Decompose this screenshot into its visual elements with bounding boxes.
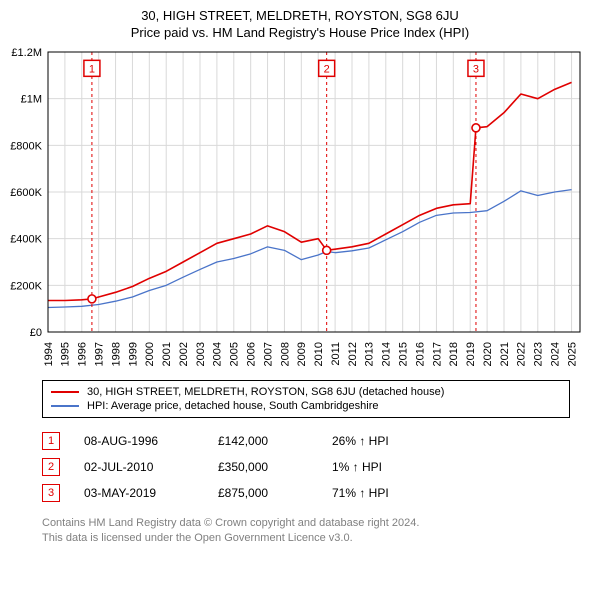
svg-text:2010: 2010: [313, 342, 325, 366]
legend-swatch: [51, 391, 79, 393]
sale-date: 08-AUG-1996: [84, 434, 194, 448]
sale-delta: 26% ↑ HPI: [332, 434, 422, 448]
sale-marker-icon: 1: [42, 432, 60, 450]
svg-text:2025: 2025: [566, 342, 578, 366]
svg-text:2000: 2000: [144, 342, 156, 366]
svg-text:£600K: £600K: [10, 187, 42, 199]
chart-titles: 30, HIGH STREET, MELDRETH, ROYSTON, SG8 …: [0, 0, 600, 44]
chart-subtitle: Price paid vs. HM Land Registry's House …: [0, 25, 600, 40]
svg-text:2020: 2020: [482, 342, 494, 366]
svg-text:£1M: £1M: [21, 94, 42, 106]
svg-text:2009: 2009: [296, 342, 308, 366]
svg-text:2008: 2008: [279, 342, 291, 366]
footer-line-2: This data is licensed under the Open Gov…: [42, 531, 570, 546]
svg-text:£200K: £200K: [10, 280, 42, 292]
legend-swatch: [51, 405, 79, 407]
svg-text:1994: 1994: [43, 342, 55, 366]
svg-text:2018: 2018: [448, 342, 460, 366]
legend-label: HPI: Average price, detached house, Sout…: [87, 400, 378, 412]
legend-label: 30, HIGH STREET, MELDRETH, ROYSTON, SG8 …: [87, 386, 444, 398]
svg-text:£0: £0: [30, 327, 42, 339]
legend-item: 30, HIGH STREET, MELDRETH, ROYSTON, SG8 …: [51, 385, 561, 399]
footer-line-1: Contains HM Land Registry data © Crown c…: [42, 516, 570, 531]
svg-text:2005: 2005: [229, 342, 241, 366]
svg-text:2021: 2021: [499, 342, 511, 366]
chart-container: { "title": "30, HIGH STREET, MELDRETH, R…: [0, 0, 600, 546]
svg-text:2003: 2003: [195, 342, 207, 366]
svg-text:1998: 1998: [110, 342, 122, 366]
sales-table: 1 08-AUG-1996 £142,000 26% ↑ HPI 2 02-JUL-201…: [42, 428, 570, 506]
sale-date: 03-MAY-2019: [84, 486, 194, 500]
svg-text:1997: 1997: [94, 342, 106, 366]
chart-legend: 30, HIGH STREET, MELDRETH, ROYSTON, SG8 …: [42, 380, 570, 418]
svg-text:2016: 2016: [414, 342, 426, 366]
svg-text:3: 3: [473, 63, 479, 75]
svg-text:2014: 2014: [381, 342, 393, 366]
svg-text:2002: 2002: [178, 342, 190, 366]
legend-item: HPI: Average price, detached house, Sout…: [51, 399, 561, 413]
svg-text:2006: 2006: [246, 342, 258, 366]
svg-text:1995: 1995: [60, 342, 72, 366]
svg-text:2017: 2017: [431, 342, 443, 366]
sale-price: £142,000: [218, 434, 308, 448]
svg-text:2015: 2015: [398, 342, 410, 366]
svg-text:2004: 2004: [212, 342, 224, 366]
line-chart-svg: £0 £200K £400K £600K £800K £1M £1.2M 1994 1995 19…: [0, 44, 600, 374]
svg-text:£400K: £400K: [10, 234, 42, 246]
svg-text:£1.2M: £1.2M: [11, 47, 42, 59]
sale-date: 02-JUL-2010: [84, 460, 194, 474]
chart-plot-area: £0 £200K £400K £600K £800K £1M £1.2M 1994 1995 19…: [0, 44, 600, 374]
svg-text:2011: 2011: [330, 342, 342, 366]
sale-row: 3 03-MAY-2019 £875,000 71% ↑ HPI: [42, 480, 570, 506]
svg-text:2: 2: [324, 63, 330, 75]
sale-marker-icon: 3: [42, 484, 60, 502]
svg-text:1999: 1999: [127, 342, 139, 366]
sale-price: £875,000: [218, 486, 308, 500]
svg-text:1: 1: [89, 63, 95, 75]
chart-title: 30, HIGH STREET, MELDRETH, ROYSTON, SG8 …: [0, 8, 600, 23]
sale-row: 1 08-AUG-1996 £142,000 26% ↑ HPI: [42, 428, 570, 454]
sale-delta: 71% ↑ HPI: [332, 486, 422, 500]
sale-marker-icon: 2: [42, 458, 60, 476]
svg-text:2012: 2012: [347, 342, 359, 366]
svg-text:2022: 2022: [516, 342, 528, 366]
svg-text:2007: 2007: [262, 342, 274, 366]
svg-text:2001: 2001: [161, 342, 173, 366]
sale-delta: 1% ↑ HPI: [332, 460, 422, 474]
svg-text:2023: 2023: [533, 342, 545, 366]
svg-text:£800K: £800K: [10, 140, 42, 152]
sale-price: £350,000: [218, 460, 308, 474]
svg-text:2019: 2019: [465, 342, 477, 366]
svg-text:2024: 2024: [550, 342, 562, 366]
sale-row: 2 02-JUL-2010 £350,000 1% ↑ HPI: [42, 454, 570, 480]
svg-text:2013: 2013: [364, 342, 376, 366]
chart-footer: Contains HM Land Registry data © Crown c…: [42, 516, 570, 546]
svg-text:1996: 1996: [77, 342, 89, 366]
